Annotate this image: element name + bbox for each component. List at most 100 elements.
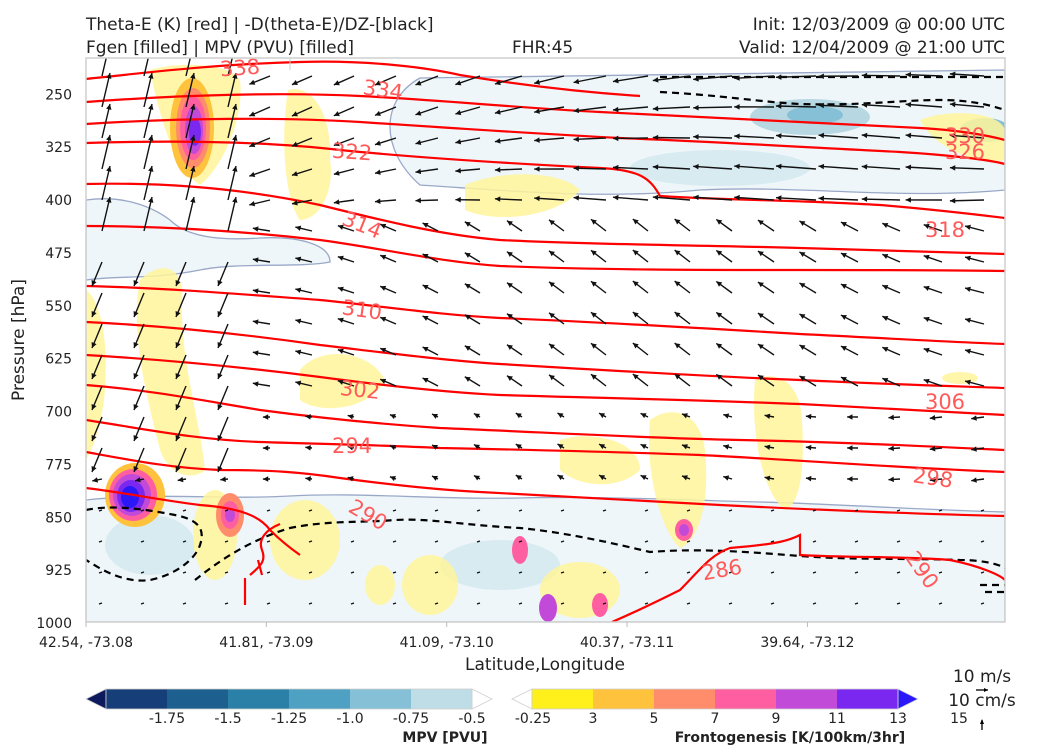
colorbar-swatch [837, 689, 899, 709]
wind-arrowhead [515, 444, 522, 450]
wind-arrowhead [799, 344, 806, 351]
wind-arrowhead [734, 104, 740, 110]
wind-arrowhead [882, 377, 889, 383]
colorbar-extend-low [511, 688, 533, 710]
mpv-tick-label: -1.75 [149, 711, 185, 727]
theta-e-label: 294 [332, 434, 372, 458]
wind-arrow [143, 72, 153, 108]
wind-arrow [140, 571, 145, 574]
wind-arrowhead [723, 444, 730, 450]
wind-arrow [938, 571, 943, 574]
wind-arrowhead [776, 133, 782, 139]
wind-arrow [476, 602, 481, 605]
wind-arrow [644, 509, 649, 512]
wind-arrowhead [464, 376, 471, 382]
wind-arrowhead [861, 102, 868, 108]
wind-arrowhead [473, 413, 480, 419]
fgen-upper-mid [465, 174, 580, 218]
wind-arrowhead [599, 475, 606, 481]
wind-arrowhead [612, 194, 619, 201]
wind-arrowhead [91, 280, 97, 286]
wind-arrowhead [534, 108, 540, 114]
wind-arrow [854, 509, 859, 512]
wind-arrowhead [805, 413, 812, 420]
fgen-right-column-2 [754, 376, 803, 510]
stability-corner [980, 583, 1005, 594]
theta-e-label: 334 [361, 75, 404, 104]
wind-arrowhead [431, 475, 438, 481]
wind-arrow [308, 509, 313, 512]
wind-arrowhead [776, 103, 782, 109]
wind-arrowhead [249, 201, 256, 207]
x-tick-label: 40.37, -73.11 [580, 635, 674, 651]
wind-arrowhead [681, 413, 688, 419]
wind-arrow [775, 165, 817, 170]
wind-arrowhead [506, 251, 513, 257]
wind-arrow [101, 72, 111, 108]
wind-arrow [182, 540, 187, 543]
wind-arrowhead [929, 477, 936, 483]
wind-arrow [728, 602, 733, 605]
wind-arrowhead [190, 135, 196, 141]
wind-arrowhead [455, 139, 462, 145]
wind-arrowhead [415, 139, 422, 146]
wind-arrowhead [295, 349, 302, 355]
theta-e-contour [86, 284, 1005, 346]
wind-arrowhead [175, 373, 181, 379]
wind-arrowhead [106, 166, 112, 172]
wind-arrowhead [652, 134, 659, 141]
wind-arrow [185, 103, 195, 139]
wind-arrowhead [494, 138, 501, 144]
wind-arrowhead [818, 195, 824, 202]
wind-arrow [686, 509, 691, 512]
plot-frame [85, 57, 1006, 623]
wind-arrowhead [91, 373, 97, 379]
wind-arrow [518, 509, 523, 512]
wind-arrowhead [632, 343, 639, 349]
wind-arrowhead [757, 344, 764, 350]
fgen-band-314 [284, 89, 331, 220]
wind-arrowhead [148, 73, 154, 79]
mpv-tick-label: -1.25 [271, 711, 307, 727]
wind-arrowhead [949, 165, 956, 171]
wind-arrowhead [557, 444, 564, 450]
wind-arrowhead [333, 141, 340, 147]
wind-arrowhead [818, 163, 825, 170]
wind-arrowhead [965, 348, 971, 355]
wind-arrowhead [415, 110, 422, 116]
wind-arrowhead [305, 476, 311, 482]
wind-arrow [980, 571, 985, 574]
wind-arrowhead [548, 374, 555, 381]
wind-arrow [227, 103, 237, 139]
wind-arrowhead [133, 280, 139, 286]
wind-arrow [573, 137, 607, 141]
y-tick-label: 250 [45, 87, 72, 103]
wind-arrowhead [133, 373, 139, 379]
wind-arrowhead [106, 42, 111, 48]
wind-arrowhead [217, 280, 223, 286]
wind-arrow [938, 540, 943, 543]
wind-arrow [602, 602, 607, 605]
wind-arrowhead [220, 476, 226, 482]
wind-arrow [905, 73, 943, 77]
wind-arrow [227, 134, 237, 170]
wind-arrow [770, 602, 775, 605]
wind-arrowhead [734, 133, 740, 139]
wind-arrow [905, 134, 943, 139]
wind-arrowhead [923, 378, 930, 384]
wind-arrowhead [249, 79, 256, 85]
wind-arrow [602, 571, 607, 574]
wind-arrow [573, 196, 607, 201]
theta-e-label: 310 [340, 295, 383, 324]
fgen-upper-right [920, 113, 1005, 161]
wind-arrowhead [249, 171, 256, 177]
wind-arrowhead [640, 444, 647, 450]
forecast-hour: FHR:45 [512, 38, 574, 58]
wind-arrowhead [757, 375, 764, 381]
wind-arrowhead [337, 255, 344, 261]
wind-arrow [861, 134, 901, 139]
wind-arrow [693, 75, 733, 81]
stability-contours [86, 75, 1005, 594]
theta-e-contour [86, 353, 1005, 417]
